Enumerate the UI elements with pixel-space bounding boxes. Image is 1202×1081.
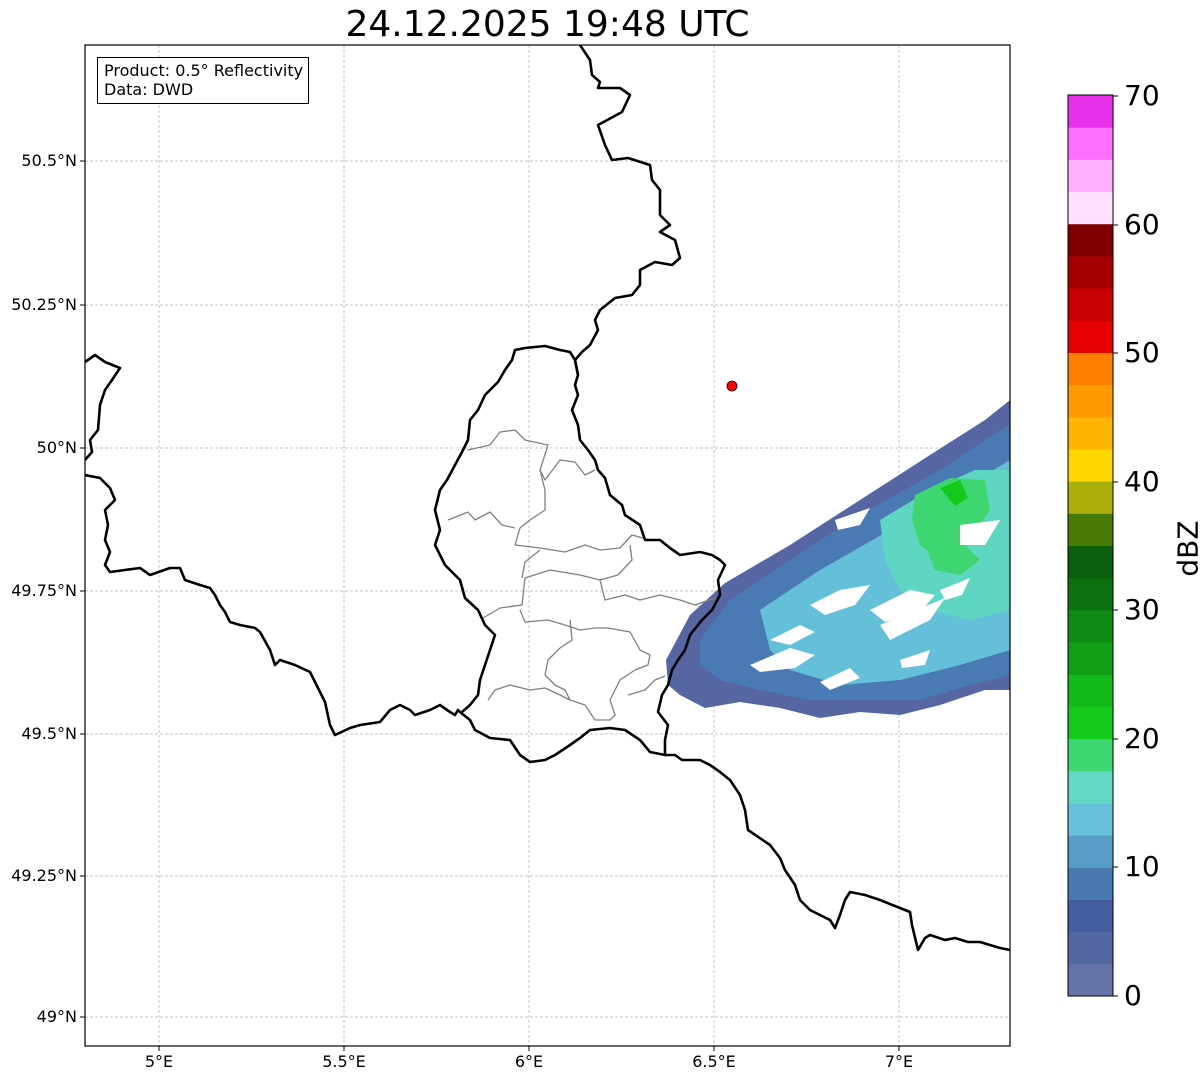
- colorbar-tick-label: 10: [1124, 850, 1160, 883]
- echo-region-green2: [925, 540, 980, 575]
- colorbar: [1068, 95, 1113, 997]
- colorbar-segment: [1068, 513, 1113, 546]
- lat-label: 49°N: [36, 1007, 77, 1026]
- colorbar-segment: [1068, 802, 1113, 836]
- lat-label: 50.25°N: [11, 295, 77, 314]
- lat-label: 49.75°N: [11, 581, 77, 600]
- colorbar-segment: [1068, 867, 1113, 900]
- lon-label: 7°E: [884, 1052, 914, 1071]
- lat-label: 50°N: [36, 438, 77, 457]
- lon-label: 5°E: [144, 1052, 174, 1071]
- info-data-source: Data: DWD: [104, 80, 194, 99]
- radar-site-marker: [726, 380, 738, 392]
- colorbar-segment: [1068, 963, 1113, 997]
- echo-gaps: [750, 508, 1000, 690]
- colorbar-segment: [1068, 95, 1113, 128]
- lat-label: 50.5°N: [21, 151, 77, 170]
- country-border-belgium: [85, 473, 666, 764]
- colorbar-tick-label: 40: [1124, 465, 1160, 498]
- colorbar-segment: [1068, 706, 1113, 740]
- district-boundaries: [447, 429, 716, 721]
- country-border-luxembourg: [433, 344, 580, 713]
- colorbar-segment: [1068, 609, 1113, 643]
- colorbar-segment: [1068, 835, 1113, 868]
- colorbar-tick-label: 60: [1124, 208, 1160, 241]
- colorbar-segment: [1068, 127, 1113, 160]
- lat-label: 49.5°N: [21, 724, 77, 743]
- reflectivity-echoes: [666, 400, 1010, 718]
- colorbar-segment: [1068, 577, 1113, 611]
- colorbar-segment: [1068, 288, 1113, 321]
- lon-label: 5.5°E: [322, 1052, 366, 1071]
- info-box: Product: 0.5° Reflectivity Data: DWD: [97, 57, 310, 104]
- country-borders: [570, 45, 1010, 952]
- colorbar-frame: [1067, 94, 1114, 997]
- axis-ticks: [80, 160, 900, 1051]
- colorbar-segment: [1068, 223, 1113, 257]
- colorbar-segment: [1068, 159, 1113, 193]
- colorbar-segment: [1068, 191, 1113, 225]
- map-frame: [84, 44, 1011, 1047]
- colorbar-segment: [1068, 255, 1113, 289]
- colorbar-segment: [1068, 448, 1113, 482]
- colorbar-ticks: [1113, 95, 1118, 997]
- colorbar-tick-label: 30: [1124, 593, 1160, 626]
- colorbar-segment: [1068, 545, 1113, 579]
- colorbar-segment: [1068, 899, 1113, 933]
- colorbar-tick-label: 20: [1124, 722, 1160, 755]
- map-title: 24.12.2025 19:48 UTC: [345, 4, 750, 45]
- colorbar-tick-label: 50: [1124, 336, 1160, 369]
- colorbar-segment: [1068, 384, 1113, 418]
- echo-region-bright-green: [940, 480, 968, 506]
- lon-label: 6.5°E: [692, 1052, 736, 1071]
- colorbar-segment: [1068, 642, 1113, 675]
- colorbar-segment: [1068, 352, 1113, 386]
- echo-region-green: [912, 478, 990, 560]
- colorbar-segment: [1068, 738, 1113, 772]
- colorbar-tick-label: 70: [1124, 79, 1160, 112]
- colorbar-segment: [1068, 674, 1113, 707]
- lon-label: 6°E: [514, 1052, 544, 1071]
- colorbar-segment: [1068, 416, 1113, 450]
- colorbar-segment: [1068, 770, 1113, 804]
- colorbar-segment: [1068, 320, 1113, 353]
- colorbar-segment: [1068, 931, 1113, 965]
- colorbar-label: dBZ: [1171, 520, 1202, 577]
- info-product: Product: 0.5° Reflectivity: [104, 61, 304, 80]
- colorbar-tick-label: 0: [1124, 979, 1142, 1012]
- colorbar-segment: [1068, 481, 1113, 514]
- country-border-west: [85, 353, 122, 461]
- lat-label: 49.25°N: [11, 866, 77, 885]
